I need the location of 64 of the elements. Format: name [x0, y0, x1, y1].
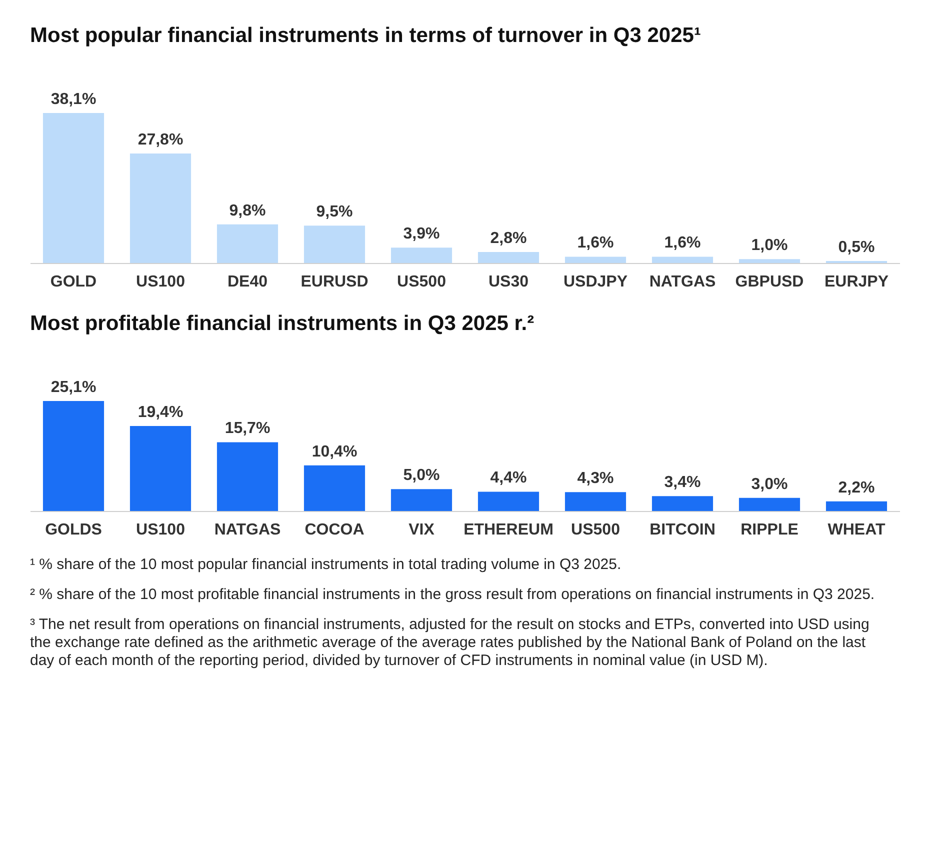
x-tick-label: GBPUSD [735, 274, 804, 290]
x-tick-label: US500 [571, 522, 620, 538]
x-tick-label: US100 [136, 274, 186, 290]
x-tick-label: EURUSD [300, 274, 368, 290]
bar [130, 426, 192, 511]
x-tick-label: GOLD [50, 274, 97, 290]
x-tick-label: US100 [136, 522, 186, 538]
bar [478, 252, 540, 263]
data-label: 3,0% [751, 476, 788, 493]
bar [478, 492, 540, 511]
text: ² % share of the 10 most profitable financial instruments in the gross result from operations on financial instruments in Q3 2025. [30, 586, 876, 604]
bar [304, 465, 366, 511]
x-tick-label: EURJPY [824, 274, 889, 290]
data-label: 2,2% [838, 479, 875, 496]
data-label: 1,6% [664, 234, 701, 252]
x-tick-label: GOLDS [45, 522, 102, 538]
text: ³ The net result from operations on financial instruments, adjusted for the result on stocks and ETPs, converted into USD using the exchange rate defined as the arithmetic average of the average rates published by the National Bank of Poland on the last day of each month of the reporting period, divided by turnover of CFD instruments in nominal value (in USD M). [30, 616, 870, 670]
data-label: 27,8% [138, 132, 184, 149]
data-label: 0,5% [838, 239, 875, 256]
x-tick-label: BITCOIN [650, 522, 716, 538]
x-tick-label: US500 [397, 274, 446, 290]
data-label: 2,8% [490, 230, 527, 247]
chart-title: Most popular financial instruments in terms of turnover in Q3 2025¹ [30, 24, 701, 47]
bar [564, 492, 626, 511]
x-tick-label: USDJPY [563, 274, 628, 290]
data-label: 1,6% [577, 234, 614, 252]
data-label: 1,0% [751, 237, 788, 254]
bar [738, 259, 800, 263]
data-label: 15,7% [224, 420, 270, 438]
data-label: 3,4% [664, 474, 701, 492]
bar [42, 401, 104, 511]
data-label: 9,8% [229, 202, 266, 220]
bar [216, 442, 278, 511]
bar [390, 248, 452, 263]
data-label: 3,9% [403, 226, 440, 243]
bar [826, 501, 888, 511]
bar [564, 256, 626, 263]
data-label: 25,1% [50, 379, 96, 396]
x-tick-label: COCOA [304, 522, 365, 538]
data-label: 4,4% [490, 470, 527, 487]
x-tick-label: VIX [408, 522, 435, 538]
x-tick-label: NATGAS [649, 274, 716, 290]
bar [652, 256, 714, 263]
x-tick-label: NATGAS [214, 522, 282, 538]
x-tick-label: WHEAT [828, 522, 886, 538]
x-tick-label: RIPPLE [740, 522, 799, 538]
x-tick-label: DE40 [227, 274, 268, 290]
bar [304, 226, 366, 263]
data-label: 19,4% [138, 404, 184, 421]
bar [42, 113, 104, 263]
text: ¹ % share of the 10 most popular financial instruments in total trading volume in Q3 2025. [30, 556, 622, 574]
x-tick-label: ETHEREUM [464, 522, 554, 538]
bar [390, 489, 452, 511]
data-label: 10,4% [312, 443, 358, 460]
data-label: 9,5% [316, 204, 353, 221]
bar [216, 224, 278, 263]
bar [738, 498, 800, 511]
data-label: 38,1% [50, 91, 96, 108]
bar [652, 496, 714, 511]
data-label: 4,3% [577, 470, 614, 488]
bar [130, 154, 192, 263]
x-tick-label: US30 [488, 274, 529, 290]
chart-title: Most profitable financial instruments in Q3 2025 r.² [30, 312, 534, 335]
data-label: 5,0% [403, 467, 440, 484]
